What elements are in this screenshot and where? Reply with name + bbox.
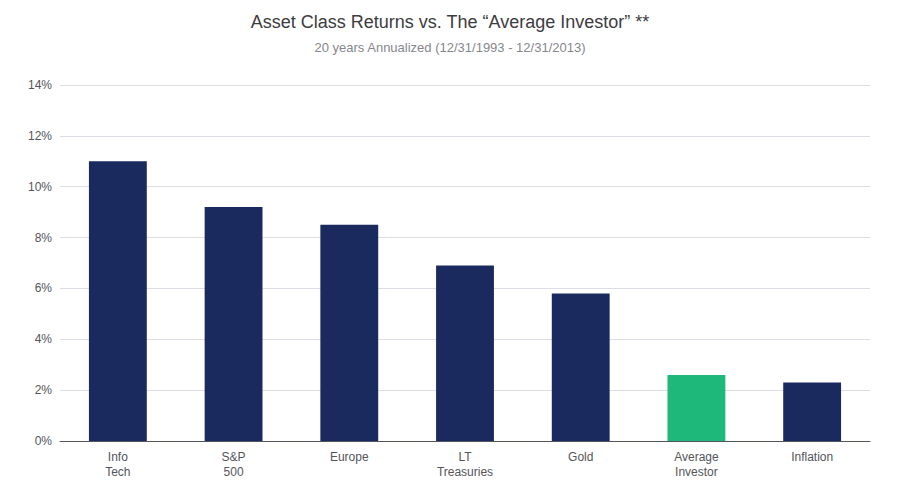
svg-text:6%: 6% (35, 281, 53, 295)
svg-text:12%: 12% (28, 129, 52, 143)
svg-text:Investor: Investor (675, 465, 718, 479)
svg-text:Treasuries: Treasuries (437, 465, 493, 479)
svg-text:20 years Annualized (12/31/199: 20 years Annualized (12/31/1993 - 12/31/… (314, 40, 585, 55)
svg-text:8%: 8% (35, 231, 53, 245)
svg-text:2%: 2% (35, 383, 53, 397)
svg-text:S&P: S&P (222, 450, 246, 464)
svg-text:Info: Info (108, 450, 128, 464)
svg-text:14%: 14% (28, 78, 52, 92)
svg-text:Europe: Europe (330, 450, 369, 464)
svg-text:0%: 0% (35, 434, 53, 448)
svg-text:Gold: Gold (568, 450, 593, 464)
svg-text:Tech: Tech (105, 465, 130, 479)
svg-text:4%: 4% (35, 332, 53, 346)
svg-text:Asset Class Returns vs. The “A: Asset Class Returns vs. The “Average Inv… (251, 12, 650, 32)
svg-text:Average: Average (674, 450, 719, 464)
svg-text:LT: LT (458, 450, 472, 464)
svg-text:10%: 10% (28, 180, 52, 194)
svg-text:Inflation: Inflation (791, 450, 833, 464)
svg-text:500: 500 (224, 465, 244, 479)
